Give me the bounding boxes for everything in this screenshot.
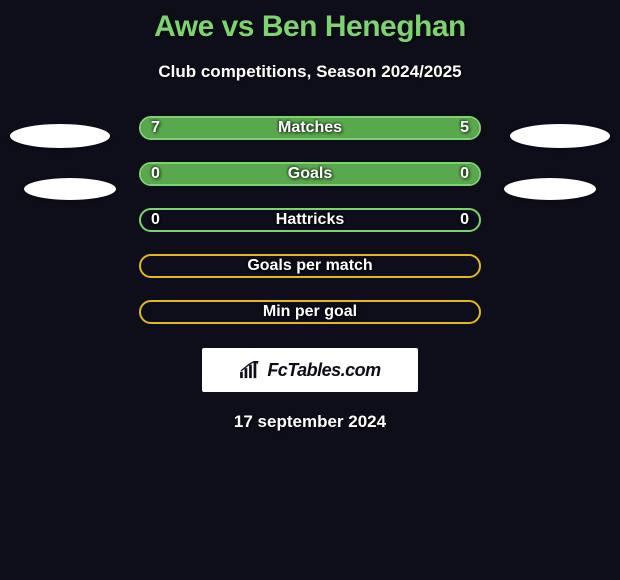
- player2-name: Ben Heneghan: [262, 10, 466, 43]
- logo-text: FcTables.com: [267, 360, 380, 381]
- stat-bar: Goals 0 0: [139, 162, 481, 186]
- stat-value-right: 0: [460, 165, 469, 183]
- player-oval: [24, 178, 116, 200]
- stats-rows: Matches 7 5 Goals 0 0 Hattricks 0 0 Goals per mat…: [0, 116, 620, 324]
- subtitle: Club competitions, Season 2024/2025: [158, 62, 461, 82]
- player-oval: [504, 178, 596, 200]
- player-oval: [510, 124, 610, 148]
- stat-label: Hattricks: [276, 211, 344, 229]
- stat-value-left: 0: [151, 165, 160, 183]
- date-label: 17 september 2024: [234, 412, 386, 432]
- stat-label: Goals per match: [247, 257, 372, 275]
- vs-text: vs: [214, 10, 262, 43]
- stat-row: Goals per match: [0, 254, 620, 278]
- stat-value-left: 7: [151, 119, 160, 137]
- stat-bar: Goals per match: [139, 254, 481, 278]
- logo-box[interactable]: FcTables.com: [202, 348, 418, 392]
- stat-value-right: 5: [460, 119, 469, 137]
- chart-icon: [239, 361, 261, 379]
- stat-value-left: 0: [151, 211, 160, 229]
- stat-value-right: 0: [460, 211, 469, 229]
- player-oval: [10, 124, 110, 148]
- stat-label: Goals: [288, 165, 332, 183]
- stat-bar: Hattricks 0 0: [139, 208, 481, 232]
- stat-row: Hattricks 0 0: [0, 208, 620, 232]
- stat-label: Matches: [278, 119, 342, 137]
- player1-name: Awe: [154, 10, 214, 43]
- page-title: Awe vs Ben Heneghan: [154, 10, 466, 44]
- stat-label: Min per goal: [263, 303, 357, 321]
- stat-row: Min per goal: [0, 300, 620, 324]
- comparison-widget: Awe vs Ben Heneghan Club competitions, S…: [0, 0, 620, 432]
- stat-bar: Min per goal: [139, 300, 481, 324]
- stat-bar: Matches 7 5: [139, 116, 481, 140]
